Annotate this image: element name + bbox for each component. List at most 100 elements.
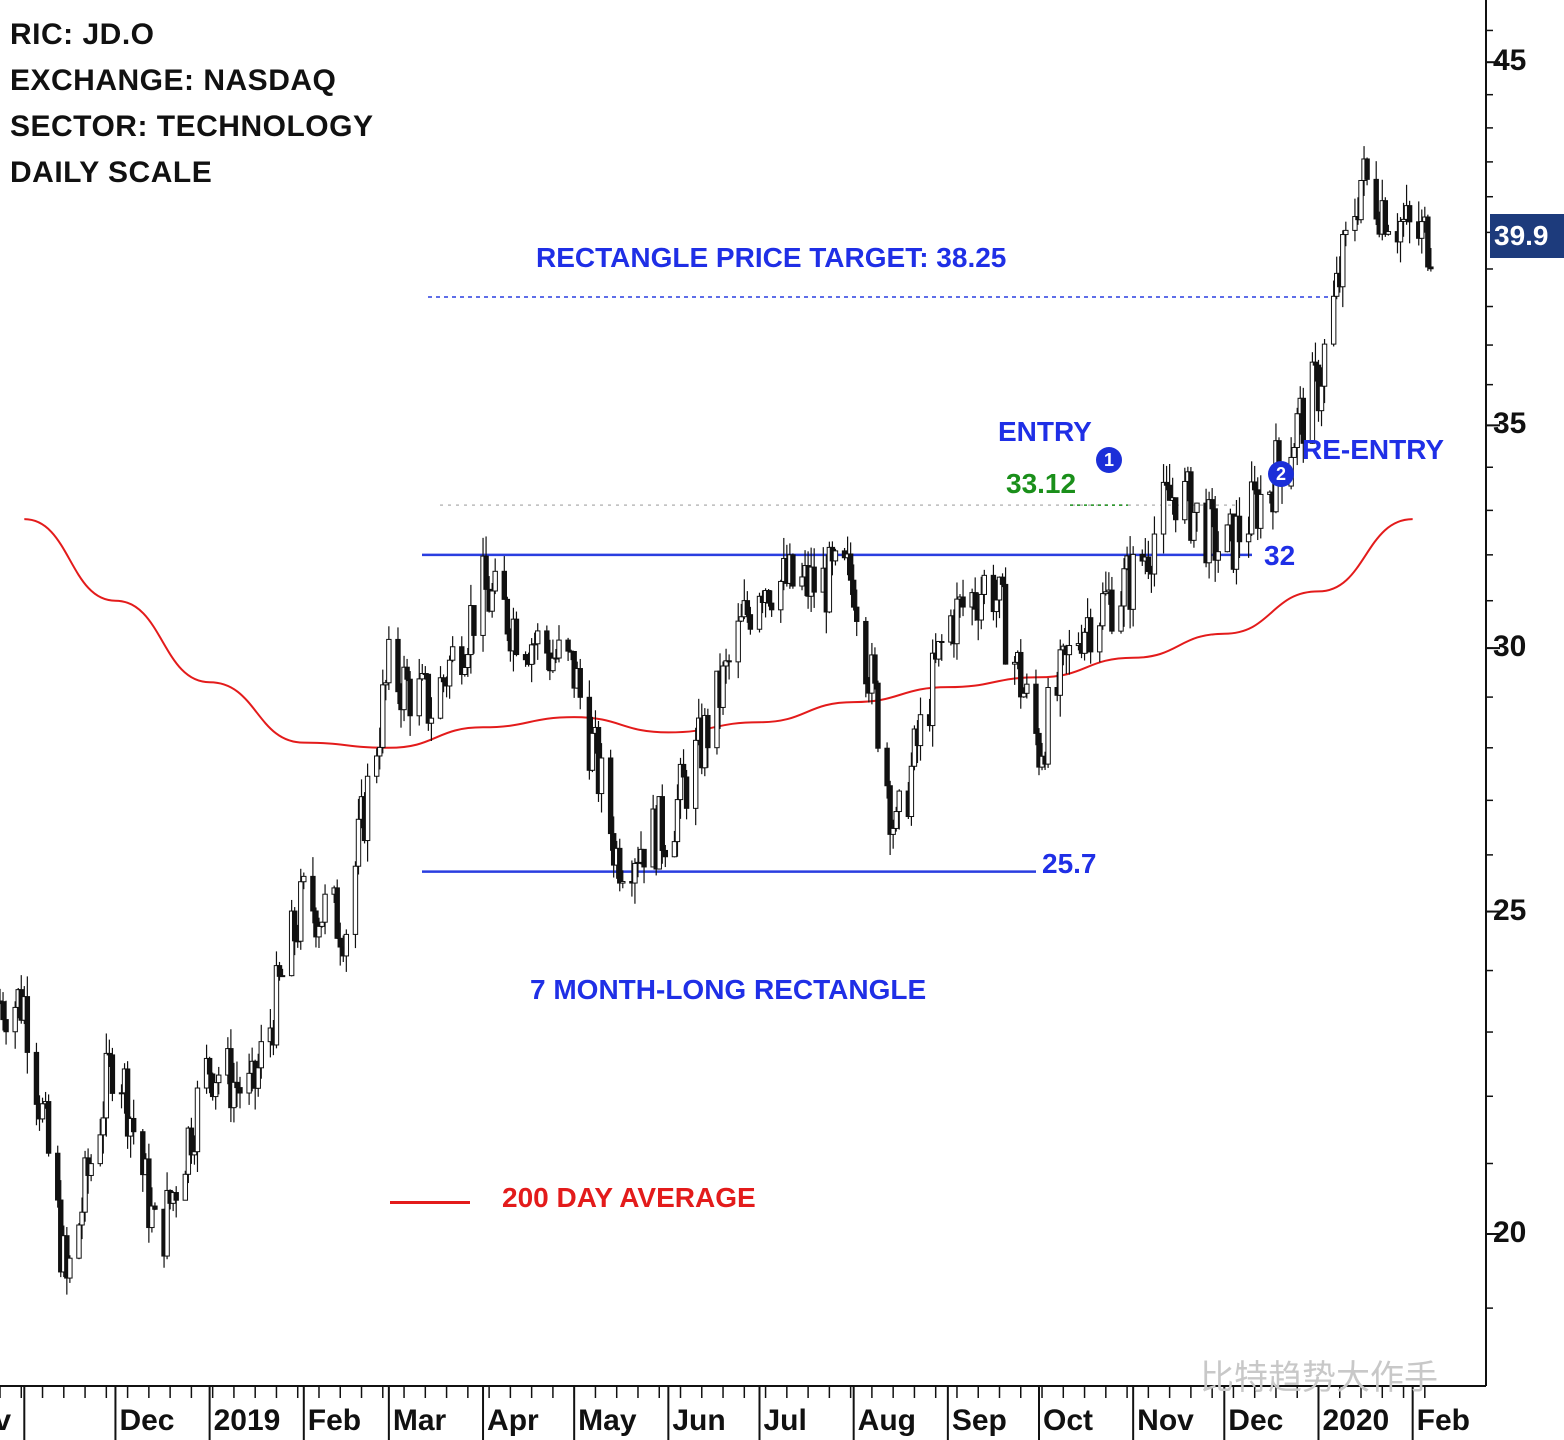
candle <box>1021 687 1027 698</box>
watermark: 比特趋势大作手 <box>1200 1359 1438 1397</box>
candle <box>522 651 529 667</box>
candle <box>255 1053 261 1097</box>
candle <box>972 577 978 621</box>
candle <box>960 579 966 617</box>
candle <box>872 647 878 690</box>
candle <box>1109 576 1115 635</box>
candle <box>12 1001 18 1049</box>
entry-price-label: 33.12 <box>1006 468 1077 499</box>
exchange-label: EXCHANGE: NASDAQ <box>10 64 337 97</box>
x-tick-label: 2020 <box>1322 1404 1390 1437</box>
y-tick-label: 45 <box>1493 44 1527 78</box>
candle <box>380 669 386 754</box>
x-tick-label: Feb <box>307 1404 362 1437</box>
candle <box>374 748 380 784</box>
candle <box>1206 491 1212 579</box>
candle <box>1011 656 1018 685</box>
candle <box>462 654 468 677</box>
candle <box>1330 280 1337 347</box>
x-tick-label: May <box>578 1404 637 1437</box>
ma-legend-label: 200 DAY AVERAGE <box>502 1182 756 1213</box>
candle <box>1212 496 1218 582</box>
candle <box>419 663 425 681</box>
candle <box>556 625 562 663</box>
candle <box>1163 465 1170 491</box>
x-tick-label: Jul <box>763 1404 807 1437</box>
candle <box>598 743 605 813</box>
candle <box>671 830 678 858</box>
candle <box>978 576 984 630</box>
candle <box>276 961 283 981</box>
candle <box>1151 516 1158 587</box>
candle <box>437 666 444 720</box>
candle <box>1364 157 1370 186</box>
candle <box>1018 639 1024 709</box>
candle <box>364 763 371 862</box>
candle <box>401 655 407 722</box>
candle <box>1045 677 1051 768</box>
candle <box>1258 475 1264 539</box>
candle <box>1245 516 1252 558</box>
candle <box>1236 497 1243 559</box>
candle <box>237 1076 243 1109</box>
candle <box>164 1172 170 1260</box>
candle <box>1209 488 1215 528</box>
candle <box>1103 571 1109 596</box>
candle <box>747 606 754 635</box>
candle <box>1233 499 1240 585</box>
candle <box>206 1056 213 1094</box>
candle <box>513 611 520 657</box>
candle <box>64 1227 70 1295</box>
candle <box>212 1081 219 1110</box>
candle <box>674 784 681 857</box>
candle <box>103 1033 110 1137</box>
x-tick-label: Dec <box>119 1404 175 1437</box>
candle <box>911 725 918 771</box>
candle <box>939 634 945 661</box>
candle <box>404 658 410 682</box>
candle <box>1419 209 1425 254</box>
candle <box>875 680 881 753</box>
candle <box>1097 622 1103 663</box>
candle <box>310 857 316 924</box>
candle <box>173 1186 179 1218</box>
candle <box>273 951 280 1049</box>
price-target-label: RECTANGLE PRICE TARGET: 38.25 <box>536 242 1007 273</box>
x-tick-label: Oct <box>1042 1404 1093 1437</box>
candle <box>632 858 638 904</box>
candle <box>1130 546 1136 627</box>
candle <box>425 673 432 731</box>
candle <box>1066 629 1073 675</box>
y-tick-label: 25 <box>1493 893 1527 927</box>
candle <box>130 1099 137 1145</box>
candle <box>489 582 495 618</box>
candle <box>531 632 538 665</box>
candle <box>191 1135 198 1165</box>
x-tick-label: Jun <box>672 1404 726 1437</box>
candle <box>188 1117 195 1164</box>
candle <box>79 1197 85 1240</box>
candle <box>565 637 571 661</box>
candle <box>291 907 298 956</box>
candle <box>288 899 295 977</box>
candle <box>993 579 1000 628</box>
candle <box>501 556 508 600</box>
candle <box>726 654 732 680</box>
candle <box>416 658 422 726</box>
candle <box>617 838 623 892</box>
candle <box>1121 558 1127 627</box>
candle <box>216 1066 222 1095</box>
candle <box>620 870 626 889</box>
candle <box>407 671 413 736</box>
candle <box>683 769 690 820</box>
candle <box>337 922 343 966</box>
candle <box>1309 352 1316 444</box>
candle <box>589 716 596 773</box>
x-tick-label: Apr <box>487 1404 539 1437</box>
candle <box>471 605 477 654</box>
candle <box>1224 524 1231 553</box>
candle <box>705 708 711 768</box>
candle <box>33 1042 40 1126</box>
candle <box>1024 673 1030 699</box>
candle <box>334 879 340 940</box>
